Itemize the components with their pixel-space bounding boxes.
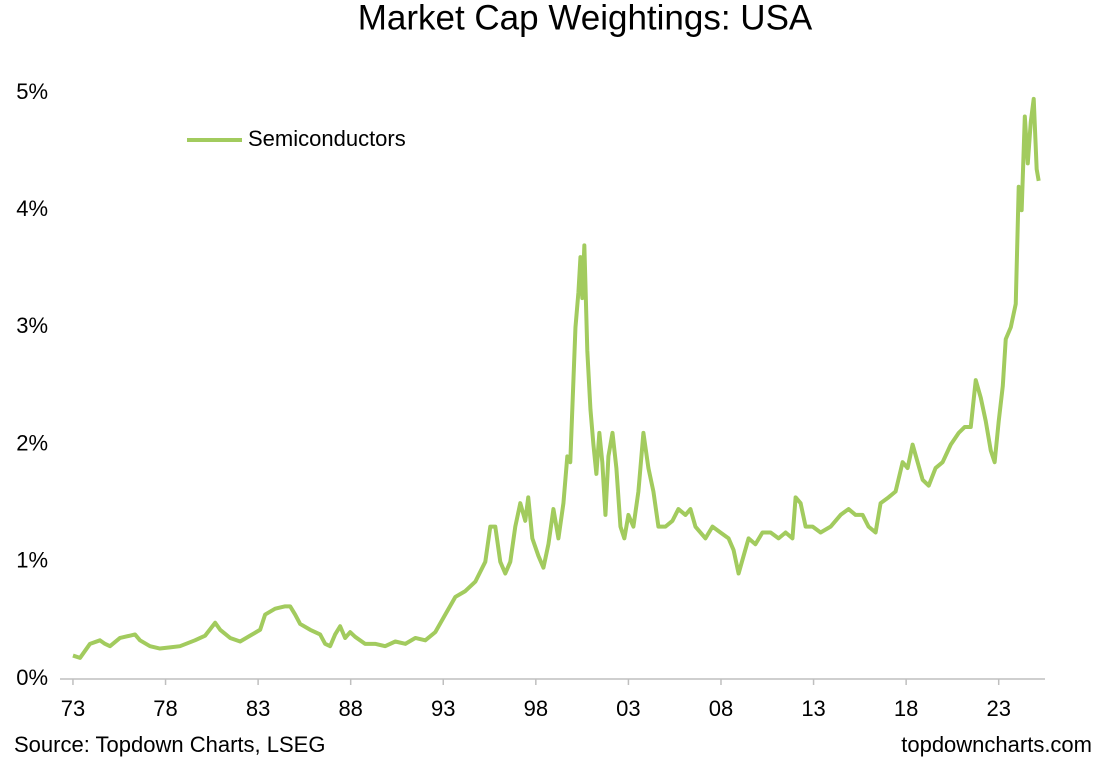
x-tick-label: 88 — [338, 696, 362, 721]
chart-title: Market Cap Weightings: USA — [358, 0, 813, 37]
watermark: topdowncharts.com — [901, 732, 1092, 757]
y-tick-label: 5% — [16, 79, 48, 104]
y-tick-label: 3% — [16, 313, 48, 338]
y-tick-label: 1% — [16, 548, 48, 573]
y-tick-label: 0% — [16, 665, 48, 690]
x-tick-label: 98 — [524, 696, 548, 721]
legend-label: Semiconductors — [248, 126, 406, 151]
x-tick-label: 18 — [894, 696, 918, 721]
x-tick-label: 13 — [801, 696, 825, 721]
y-tick-label: 4% — [16, 196, 48, 221]
source: Source: Topdown Charts, LSEG — [14, 732, 325, 757]
x-tick-label: 23 — [986, 696, 1010, 721]
y-tick-label: 2% — [16, 430, 48, 455]
x-tick-label: 73 — [61, 696, 85, 721]
x-tick-label: 83 — [246, 696, 270, 721]
x-tick-label: 93 — [431, 696, 455, 721]
x-tick-label: 03 — [616, 696, 640, 721]
x-tick-label: 08 — [709, 696, 733, 721]
data-line — [72, 96, 1041, 660]
x-tick-label: 78 — [153, 696, 177, 721]
